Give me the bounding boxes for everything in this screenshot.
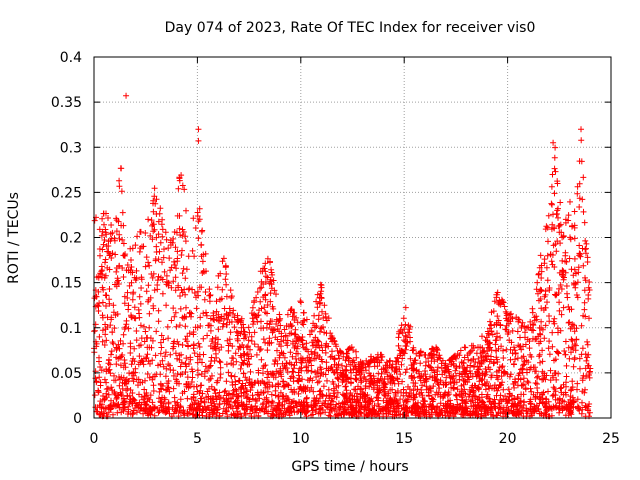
axis-ticks (93, 56, 612, 419)
x-tick-label: 10 (292, 431, 310, 447)
x-tick-label: 0 (90, 431, 99, 447)
roti-outlier-point (550, 139, 557, 146)
y-tick-label: 0.3 (60, 140, 82, 156)
y-tick-label: 0.2 (60, 231, 82, 247)
x-tick-label: 20 (499, 431, 517, 447)
x-tick-label: 5 (193, 431, 202, 447)
y-tick-label: 0.15 (51, 276, 82, 292)
data-points (91, 92, 594, 420)
x-tick-label: 15 (395, 431, 413, 447)
y-axis-label: ROTI / TECUs (6, 192, 22, 284)
x-tick-labels: 0 5 10 15 20 25 (90, 431, 620, 447)
roti-outlier-point (578, 126, 585, 133)
roti-outlier-point (123, 92, 130, 99)
roti-outlier-point (195, 126, 202, 133)
y-tick-label: 0.4 (60, 50, 82, 66)
grid-lines (94, 57, 611, 418)
y-tick-label: 0.25 (51, 185, 82, 201)
y-tick-label: 0.1 (60, 321, 82, 337)
y-tick-label: 0.05 (51, 366, 82, 382)
x-tick-label: 25 (602, 431, 620, 447)
y-tick-label: 0 (73, 411, 82, 427)
roti-outlier-point (195, 137, 202, 144)
y-tick-labels: 0 0.05 0.1 0.15 0.2 0.25 0.3 0.35 0.4 (51, 50, 82, 427)
roti-point-cloud (91, 137, 594, 420)
y-tick-label: 0.35 (51, 95, 82, 111)
x-axis-label: GPS time / hours (291, 459, 408, 475)
chart-title: Day 074 of 2023, Rate Of TEC Index for r… (165, 20, 536, 36)
